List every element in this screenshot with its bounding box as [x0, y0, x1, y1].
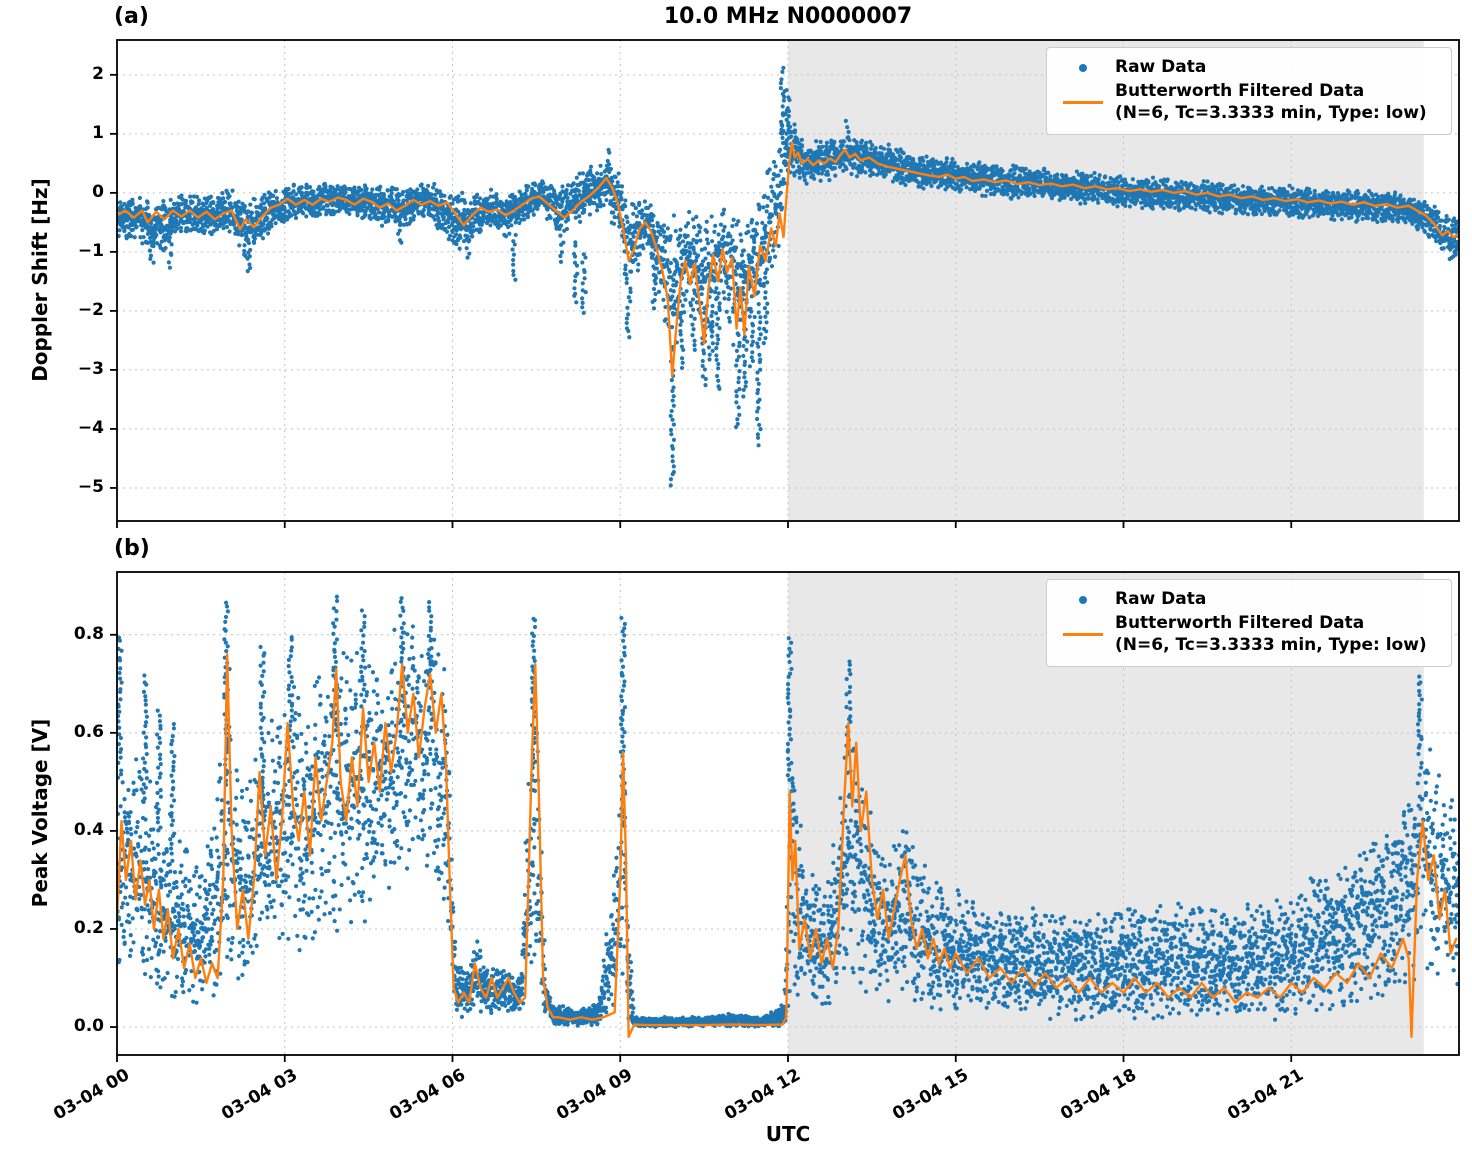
y-tick-label-a: 2 — [92, 64, 104, 85]
y-tick-label-b: 0.4 — [73, 820, 104, 841]
y-tick-label-a: −4 — [77, 418, 104, 439]
legend-raw-label: Raw Data — [1115, 589, 1207, 609]
filtered-line-marker-icon — [1057, 101, 1109, 104]
legend-filtered-label-line1: Butterworth Filtered Data — [1115, 612, 1365, 633]
y-tick-label-a: −1 — [77, 241, 104, 262]
raw-data-marker-icon — [1057, 63, 1109, 72]
panel-b-tag: (b) — [114, 536, 150, 561]
y-tick-label-a: −2 — [77, 300, 104, 321]
legend-raw-label: Raw Data — [1115, 57, 1207, 77]
legend-filtered-label-line1: Butterworth Filtered Data — [1115, 80, 1365, 101]
y-axis-label-b: Peak Voltage [V] — [28, 718, 52, 908]
y-tick-label-b: 0.6 — [73, 722, 104, 743]
legend-item-raw: Raw Data — [1057, 57, 1441, 79]
legend-filtered-label-line2: (N=6, Tc=3.3333 min, Type: low) — [1115, 102, 1427, 123]
x-axis-label: UTC — [765, 1122, 811, 1146]
legend-filtered-label: Butterworth Filtered Data (N=6, Tc=3.333… — [1109, 613, 1427, 657]
legend-filtered-label: Butterworth Filtered Data (N=6, Tc=3.333… — [1109, 81, 1427, 125]
legend-item-filtered: Butterworth Filtered Data (N=6, Tc=3.333… — [1057, 81, 1441, 125]
legend-panel-a: Raw Data Butterworth Filtered Data (N=6,… — [1046, 47, 1452, 136]
legend-item-filtered: Butterworth Filtered Data (N=6, Tc=3.333… — [1057, 613, 1441, 657]
y-tick-label-b: 0.0 — [73, 1016, 104, 1037]
legend-filtered-label-line2: (N=6, Tc=3.3333 min, Type: low) — [1115, 634, 1427, 655]
y-tick-label-a: 1 — [92, 123, 104, 144]
legend-panel-b: Raw Data Butterworth Filtered Data (N=6,… — [1046, 579, 1452, 668]
y-tick-label-a: −5 — [77, 477, 104, 498]
y-tick-label-b: 0.8 — [73, 623, 104, 644]
y-tick-label-b: 0.2 — [73, 918, 104, 939]
raw-data-marker-icon — [1057, 595, 1109, 604]
y-axis-label-a: Doppler Shift [Hz] — [28, 178, 52, 382]
legend-item-raw: Raw Data — [1057, 589, 1441, 611]
filtered-line-marker-icon — [1057, 633, 1109, 636]
figure-title: 10.0 MHz N0000007 — [663, 4, 913, 29]
y-tick-label-a: 0 — [92, 182, 104, 203]
y-tick-label-a: −3 — [77, 359, 104, 380]
panel-a-tag: (a) — [114, 4, 149, 29]
